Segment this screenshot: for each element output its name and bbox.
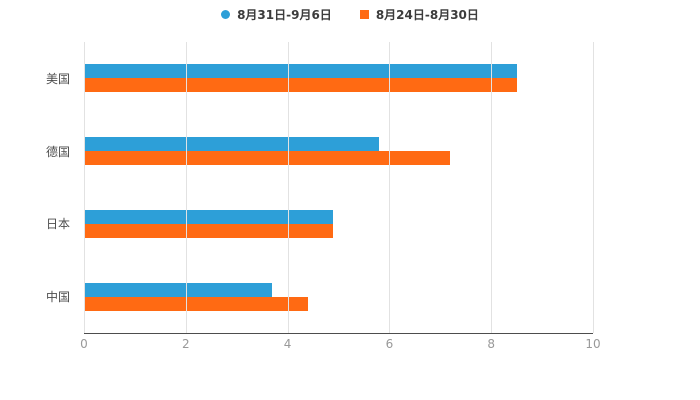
gridline-x-4 — [287, 42, 289, 333]
bar-series1-日本[interactable] — [84, 209, 334, 224]
plot-area — [84, 42, 594, 334]
legend-item-series1[interactable]: 8月31日-9月6日 — [221, 6, 332, 23]
bar-series2-美国[interactable] — [84, 78, 517, 93]
legend: 8月31日-9月6日 8月24日-8月30日 — [0, 6, 700, 23]
bar-group-3 — [84, 260, 593, 333]
gridline-x-2 — [185, 42, 187, 333]
x-tick-label-2: 2 — [181, 337, 190, 351]
x-tick-label-10: 10 — [585, 337, 601, 351]
legend-marker-circle-icon — [221, 10, 231, 19]
bar-rows — [84, 42, 593, 333]
bar-series1-美国[interactable] — [84, 64, 517, 79]
x-tick-label-0: 0 — [80, 337, 88, 351]
legend-item-series2[interactable]: 8月24日-8月30日 — [359, 6, 479, 23]
bar-group-2 — [84, 188, 593, 261]
bar-group-1 — [84, 115, 593, 188]
category-label-3: 中国 — [45, 290, 70, 305]
gridline-x-6 — [389, 42, 391, 333]
bar-series2-德国[interactable] — [84, 151, 451, 166]
x-tick-label-6: 6 — [385, 337, 394, 351]
legend-label-series1: 8月31日-9月6日 — [237, 8, 332, 22]
bar-series2-中国[interactable] — [84, 296, 308, 311]
bar-series2-日本[interactable] — [84, 223, 334, 238]
legend-marker-square-icon — [359, 10, 369, 19]
x-axis-tick-labels: 0 2 4 6 8 10 — [80, 337, 600, 353]
bar-series1-德国[interactable] — [84, 137, 380, 152]
gridline-x-0 — [84, 42, 85, 333]
bar-series1-中国[interactable] — [84, 282, 273, 297]
legend-label-series2: 8月24日-8月30日 — [375, 8, 479, 22]
gridline-x-8 — [491, 42, 493, 333]
category-label-2: 日本 — [45, 217, 70, 232]
x-tick-label-4: 4 — [283, 337, 292, 351]
category-label-1: 德国 — [45, 144, 70, 159]
x-tick-label-8: 8 — [487, 337, 496, 351]
category-label-0: 美国 — [45, 71, 70, 86]
bar-group-0 — [84, 42, 593, 115]
gridline-x-10 — [593, 42, 594, 333]
y-axis-category-labels: 美国 德国 日本 中国 — [0, 42, 78, 333]
